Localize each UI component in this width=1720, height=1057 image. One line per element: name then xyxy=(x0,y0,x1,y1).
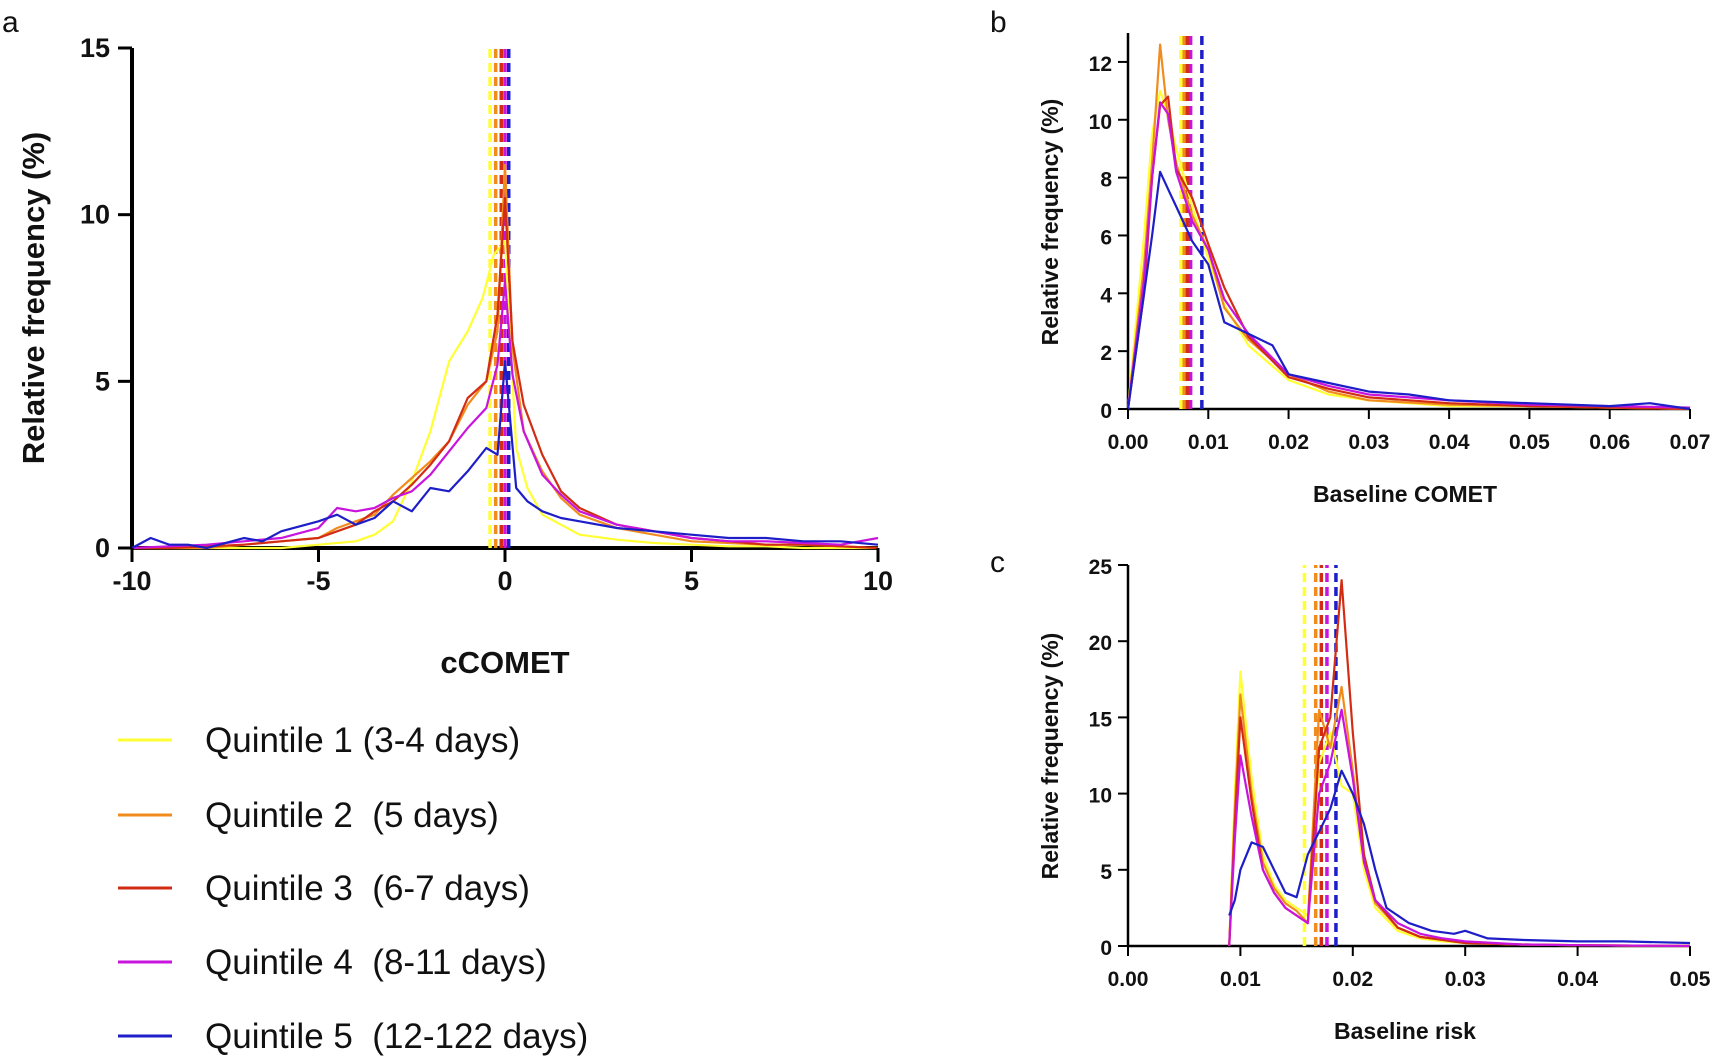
panel-b-y-tick-label: 4 xyxy=(1100,284,1112,307)
panel-a-x-tick-label: -10 xyxy=(112,566,151,596)
panel-c-series-quintile-4 xyxy=(1228,708,1691,948)
panel-c-y-tick-label: 0 xyxy=(1100,937,1112,960)
panel-b-x-tick-label: 0.07 xyxy=(1670,431,1711,454)
legend-label-3: Quintile 3 (6-7 days) xyxy=(205,869,530,908)
panel-c-x-tick-label: 0.02 xyxy=(1332,968,1373,991)
panel-a-x-tick-label: 5 xyxy=(684,566,699,596)
panel-a-x-tick-label: 10 xyxy=(863,566,893,596)
panel-letter-a: a xyxy=(2,6,19,39)
panel-a-y-tick-label: 15 xyxy=(80,33,110,63)
panel-a-y-tick-label: 0 xyxy=(95,533,110,563)
panel-b-x-tick-label: 0.03 xyxy=(1348,431,1389,454)
panel-c-x-tick-label: 0.01 xyxy=(1220,968,1261,991)
panel-c-x-tick-label: 0.03 xyxy=(1445,968,1486,991)
panel-b-chart: 0.00 0.01 0.02 0.03 0.04 0.05 0.06 0.07 0 2 4 6 8 10 1… xyxy=(1037,33,1710,507)
panel-b-y-tick-label: 6 xyxy=(1100,226,1112,249)
panel-b-y-axis-title: Relative frequency (%) xyxy=(1037,99,1063,346)
panel-c-series-quintile-3 xyxy=(1228,579,1691,948)
panel-b-series-quintile-5 xyxy=(1126,170,1691,411)
panel-a-chart: -10 -5 0 5 10 0 5 10 15 cCOMET Relative frequenc… xyxy=(16,33,893,680)
panel-b-x-tick-label: 0.00 xyxy=(1108,431,1149,454)
panel-b-x-axis-title: Baseline COMET xyxy=(1313,481,1497,507)
panel-b-y-tick-label: 8 xyxy=(1100,169,1112,192)
panel-letter-b: b xyxy=(990,6,1007,39)
panel-a-series-quintile-1 xyxy=(132,240,878,550)
panel-b-y-tick-label: 2 xyxy=(1100,342,1112,365)
panel-c-x-tick-label: 0.04 xyxy=(1557,968,1598,991)
panel-a-y-tick-label: 10 xyxy=(80,200,110,230)
panel-b-x-tick-label: 0.04 xyxy=(1429,431,1470,454)
legend-label-5: Quintile 5 (12-122 days) xyxy=(205,1017,588,1056)
legend: Quintile 1 (3-4 days) Quintile 2 (5 days… xyxy=(118,721,588,1056)
panel-b-y-tick-label: 12 xyxy=(1089,53,1112,76)
panel-c-y-tick-label: 20 xyxy=(1089,632,1112,655)
panel-c-y-axis-title: Relative frequency (%) xyxy=(1037,633,1063,880)
panel-c-series-quintile-2 xyxy=(1228,685,1691,948)
panel-c-y-tick-label: 15 xyxy=(1089,708,1113,731)
panel-b-series-quintile-2 xyxy=(1126,43,1691,411)
panel-a-y-tick-label: 5 xyxy=(95,366,110,396)
panel-a-x-axis-title: cCOMET xyxy=(440,645,569,680)
panel-c-x-tick-label: 0.00 xyxy=(1108,968,1149,991)
legend-label-4: Quintile 4 (8-11 days) xyxy=(205,943,547,982)
panel-a-x-tick-label: -5 xyxy=(306,566,330,596)
panel-b-x-tick-label: 0.06 xyxy=(1589,431,1630,454)
panel-b-series-quintile-3 xyxy=(1126,95,1691,411)
panel-c-series-quintile-5 xyxy=(1228,769,1691,945)
panel-b-series-quintile-1 xyxy=(1126,89,1691,411)
panel-letter-c: c xyxy=(990,546,1005,579)
panel-a-series-quintile-5 xyxy=(131,360,879,550)
panel-a-series-quintile-4 xyxy=(131,280,879,550)
panel-b-y-tick-label: 0 xyxy=(1100,400,1112,423)
panel-b-x-tick-label: 0.01 xyxy=(1188,431,1229,454)
panel-c-x-axis-title: Baseline risk xyxy=(1334,1018,1476,1044)
panel-c-y-tick-label: 5 xyxy=(1100,861,1112,884)
panel-b-y-tick-label: 10 xyxy=(1089,111,1112,134)
panel-c-chart: 0.00 0.01 0.02 0.03 0.04 0.05 0 5 10 15 20 25 Basel… xyxy=(1037,556,1711,1044)
panel-c-y-tick-label: 10 xyxy=(1089,785,1112,808)
panel-a-x-tick-label: 0 xyxy=(497,566,512,596)
panel-c-x-tick-label: 0.05 xyxy=(1670,968,1711,991)
panel-a-y-axis-title: Relative frequency (%) xyxy=(16,132,51,465)
panel-b-x-tick-label: 0.02 xyxy=(1268,431,1309,454)
panel-c-series-quintile-1 xyxy=(1228,670,1691,948)
panel-c-y-tick-label: 25 xyxy=(1089,556,1113,579)
legend-label-1: Quintile 1 (3-4 days) xyxy=(205,721,520,760)
legend-label-2: Quintile 2 (5 days) xyxy=(205,796,499,835)
panel-b-x-tick-label: 0.05 xyxy=(1509,431,1550,454)
